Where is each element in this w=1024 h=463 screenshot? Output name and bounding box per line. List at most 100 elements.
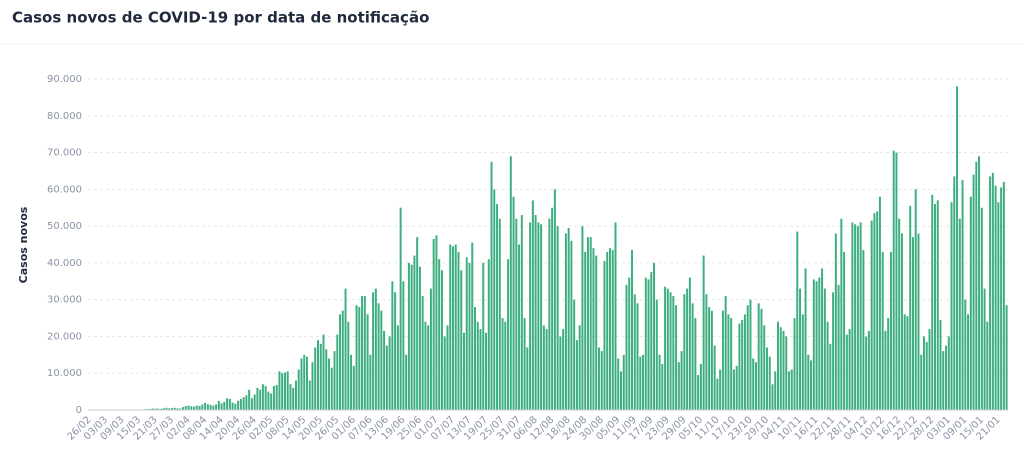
- y-tick-label: 80.000: [47, 111, 82, 122]
- bar: [229, 399, 231, 410]
- bar: [997, 202, 999, 410]
- bar: [314, 347, 316, 410]
- bar: [466, 257, 468, 410]
- chart-title: Casos novos de COVID-19 por data de noti…: [12, 9, 429, 27]
- bar: [273, 386, 275, 410]
- bar: [807, 355, 809, 410]
- bar: [323, 335, 325, 410]
- y-tick-label: 70.000: [47, 148, 82, 159]
- bar: [251, 398, 253, 410]
- bar: [612, 250, 614, 410]
- bar: [705, 294, 707, 410]
- bar: [667, 289, 669, 410]
- y-tick-label: 60.000: [47, 184, 82, 195]
- bar: [311, 362, 313, 410]
- bar: [730, 318, 732, 410]
- bar: [469, 263, 471, 410]
- bar: [661, 364, 663, 410]
- bar: [620, 371, 622, 410]
- bar: [557, 226, 559, 410]
- bar: [441, 270, 443, 410]
- bar: [780, 327, 782, 410]
- bar: [383, 331, 385, 410]
- bar: [603, 261, 605, 410]
- bar: [267, 392, 269, 410]
- bar: [752, 359, 754, 410]
- bar: [774, 371, 776, 410]
- bar: [243, 397, 245, 410]
- bar: [862, 250, 864, 410]
- bar: [642, 355, 644, 410]
- bar: [959, 219, 961, 410]
- bar: [502, 318, 504, 410]
- bar: [777, 322, 779, 410]
- bar: [631, 250, 633, 410]
- bar: [953, 176, 955, 410]
- bar: [196, 406, 198, 410]
- bar: [945, 346, 947, 410]
- bar: [386, 346, 388, 410]
- bar: [664, 287, 666, 410]
- bar: [851, 222, 853, 410]
- bar: [256, 388, 258, 410]
- bar: [524, 318, 526, 410]
- bar: [452, 246, 454, 410]
- bar: [306, 357, 308, 410]
- bar: [298, 370, 300, 410]
- bar: [281, 373, 283, 410]
- bar: [438, 259, 440, 410]
- bar: [670, 292, 672, 410]
- bar: [725, 296, 727, 410]
- bar: [1006, 305, 1008, 410]
- bar: [783, 331, 785, 410]
- bar: [749, 300, 751, 410]
- bar: [204, 403, 206, 410]
- bar: [909, 206, 911, 410]
- bar: [964, 300, 966, 410]
- bar: [738, 324, 740, 410]
- bar: [300, 359, 302, 410]
- bar: [532, 200, 534, 410]
- bar: [650, 272, 652, 410]
- bar: [796, 232, 798, 410]
- bar: [265, 386, 267, 410]
- y-tick-label: 90.000: [47, 74, 82, 85]
- bar: [884, 331, 886, 410]
- bar: [904, 314, 906, 410]
- bar: [981, 208, 983, 410]
- bar: [821, 268, 823, 410]
- bar: [435, 235, 437, 410]
- bar: [232, 403, 234, 410]
- bar: [937, 200, 939, 410]
- bar: [278, 371, 280, 410]
- bar: [358, 307, 360, 410]
- bar: [510, 156, 512, 410]
- bar: [703, 256, 705, 410]
- bar: [873, 213, 875, 410]
- y-tick-label: 30.000: [47, 295, 82, 306]
- bar: [785, 336, 787, 410]
- bar: [463, 333, 465, 410]
- bar: [573, 300, 575, 410]
- bar: [188, 406, 190, 410]
- bar: [380, 311, 382, 410]
- bar: [906, 316, 908, 410]
- bar: [568, 228, 570, 410]
- y-axis-label: Casos novos: [17, 206, 30, 283]
- bar: [672, 296, 674, 410]
- bar: [675, 305, 677, 410]
- bar: [700, 364, 702, 410]
- bar: [405, 355, 407, 410]
- bar: [973, 175, 975, 410]
- bar: [328, 359, 330, 410]
- bar: [648, 279, 650, 410]
- bar: [758, 303, 760, 410]
- bar: [402, 281, 404, 410]
- bar: [295, 381, 297, 410]
- bar: [400, 208, 402, 410]
- bar: [860, 222, 862, 410]
- bar: [185, 406, 187, 410]
- bar: [540, 224, 542, 410]
- bar: [551, 208, 553, 410]
- bar: [678, 362, 680, 410]
